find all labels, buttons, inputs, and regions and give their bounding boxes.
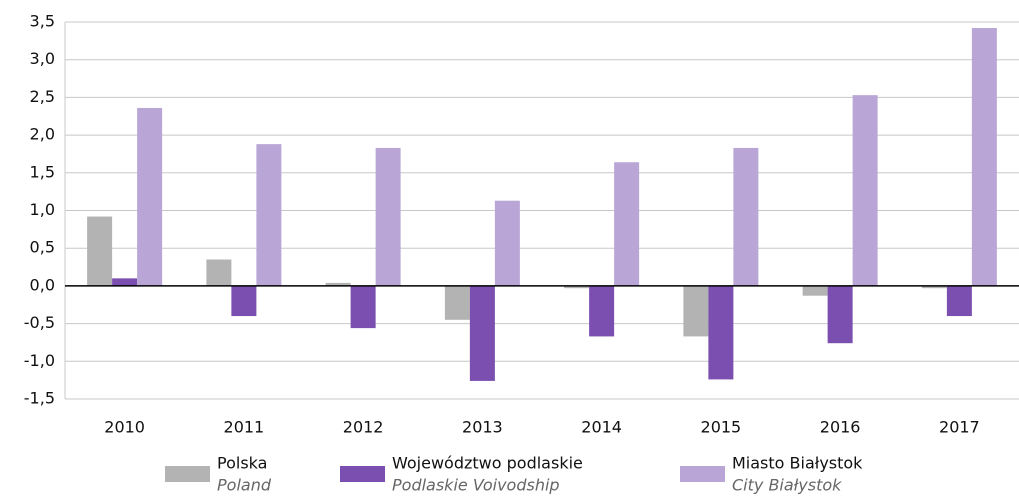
y-tick-label: 3,0 (30, 49, 55, 68)
bar (494, 200, 520, 286)
legend-label: Miasto Białystok (732, 454, 863, 473)
legend-swatch (165, 466, 210, 482)
bar (971, 28, 997, 286)
y-tick-label: -0,5 (24, 313, 55, 332)
bar (350, 285, 376, 329)
y-tick-label: 1,0 (30, 200, 55, 219)
bar (325, 282, 351, 286)
legend-label-en: City Białystok (732, 476, 842, 495)
bar (444, 285, 470, 320)
x-tick-label: 2014 (581, 418, 622, 437)
bar (564, 285, 590, 289)
y-tick-label: 2,0 (30, 125, 55, 144)
x-tick-label: 2013 (462, 418, 503, 437)
y-tick-label: 3,5 (30, 12, 55, 31)
y-tick-label: -1,0 (24, 351, 55, 370)
x-tick-label: 2017 (939, 418, 980, 437)
legend-label: Polska (217, 454, 267, 473)
x-tick-label: 2011 (224, 418, 265, 437)
bar (112, 278, 138, 286)
bar (231, 285, 257, 317)
bar (375, 147, 401, 286)
legend-swatch (680, 466, 725, 482)
bar (87, 216, 113, 286)
legend-label-en: Podlaskie Voivodship (392, 476, 560, 495)
legend-label: Województwo podlaskie (392, 454, 583, 473)
bar (852, 95, 878, 286)
bar (589, 285, 615, 337)
bar (827, 285, 853, 344)
bar (708, 285, 734, 380)
y-tick-label: -1,5 (24, 389, 55, 408)
legend-swatch (340, 466, 385, 482)
y-tick-label: 2,5 (30, 87, 55, 106)
x-tick-label: 2010 (104, 418, 145, 437)
bar (614, 162, 640, 286)
bar (137, 107, 163, 286)
bar (733, 147, 759, 286)
bar (921, 285, 947, 289)
x-tick-label: 2016 (820, 418, 861, 437)
x-tick-label: 2012 (343, 418, 384, 437)
y-tick-label: 0,5 (30, 238, 55, 257)
bar (946, 285, 972, 317)
bar (469, 285, 495, 381)
bar (206, 259, 232, 286)
x-tick-label: 2015 (701, 418, 742, 437)
legend-label-en: Poland (217, 476, 272, 495)
bar (802, 285, 828, 296)
y-tick-label: 1,5 (30, 162, 55, 181)
y-tick-label: 0,0 (30, 275, 55, 294)
bar (683, 285, 709, 337)
bar (256, 144, 282, 286)
